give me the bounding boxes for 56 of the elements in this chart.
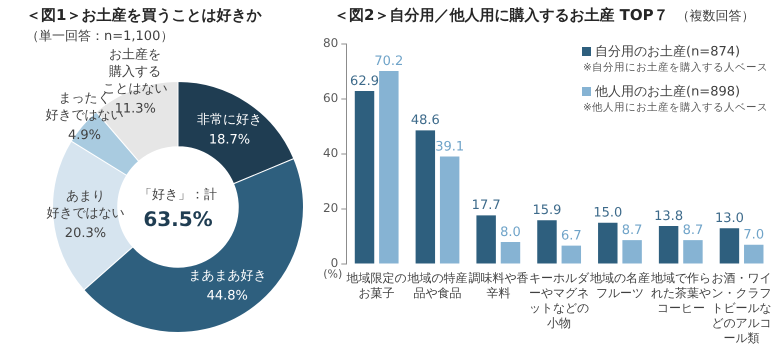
bar: [658, 226, 678, 264]
data-label: 62.9: [350, 74, 379, 89]
bar: [720, 228, 740, 264]
chart-subtitle: （複数回答）: [676, 9, 755, 24]
bar: [354, 91, 374, 264]
x-tick-label: 地域の特産品や食品: [407, 271, 468, 301]
data-label: 8.0: [500, 224, 521, 240]
slice-label: まあまあ好き: [187, 267, 268, 284]
x-tick-label: 地域の名産フルーツ: [590, 271, 650, 301]
text: 63.5%: [143, 207, 213, 232]
bar: [379, 70, 399, 264]
bar: [622, 240, 642, 264]
x-tick-label: 地域限定のお菓子: [346, 271, 407, 301]
legend-label: 自分用のお土産(n=874): [595, 43, 740, 60]
chart-title: ＜図2＞自分用／他人用に購入するお土産 TOP７: [334, 6, 669, 24]
chart-subtitle: （単一回答：n=1,100）: [26, 28, 174, 45]
bar: [440, 156, 460, 264]
slice-label: あまり好きではない: [45, 188, 126, 222]
bar: [744, 244, 764, 264]
bar: [500, 242, 520, 264]
bar: [416, 130, 436, 264]
legend-label: 他人用のお土産(n=898): [595, 83, 740, 100]
slice-label: 非常に好き: [196, 111, 263, 128]
y-tick-label: 40: [322, 146, 338, 160]
x-tick-label: お酒・ワイン・クラフトビールなどのアルコール類: [712, 271, 772, 346]
data-label: 17.7: [472, 198, 501, 214]
annotation: ※他人用にお土産を購入する人ベース: [583, 100, 768, 114]
data-label: 6.7: [560, 228, 582, 244]
data-label: 39.1: [435, 139, 464, 154]
data-label: 4.9%: [66, 127, 102, 144]
data-label: 13.8: [654, 208, 684, 224]
x-tick-label: 調味料や香辛料: [468, 271, 528, 301]
data-label: 44.8%: [206, 287, 249, 304]
x-tick-label: キーホルダーやマグネットなどの小物: [529, 271, 590, 331]
x-tick-label: 地域で作られた茶葉やコーヒー: [650, 271, 711, 316]
data-label: 15.0: [593, 206, 622, 221]
data-label: 8.7: [622, 222, 642, 238]
data-label: 20.3%: [64, 224, 108, 242]
data-label: 70.2: [374, 54, 404, 69]
y-tick-label: 60: [322, 91, 338, 106]
data-label: 15.9: [532, 203, 562, 218]
text: 「好き」：計: [139, 187, 217, 202]
bar: [476, 215, 496, 264]
chart-title: ＜図1＞お土産を買うことは好きか: [26, 6, 262, 24]
data-label: 13.0: [714, 211, 744, 226]
bar: [598, 222, 618, 264]
annotation: ※自分用にお土産を購入する人ベース: [583, 60, 768, 74]
y-tick-label: 20: [322, 201, 338, 216]
bar: [683, 240, 703, 264]
data-label: 8.7: [682, 222, 704, 238]
data-label: 18.7%: [208, 131, 252, 148]
bar: [562, 246, 582, 264]
data-label: 7.0: [743, 228, 764, 243]
bar: [537, 220, 557, 264]
y-tick-label: 80: [322, 36, 338, 50]
data-label: 48.6: [410, 113, 440, 128]
